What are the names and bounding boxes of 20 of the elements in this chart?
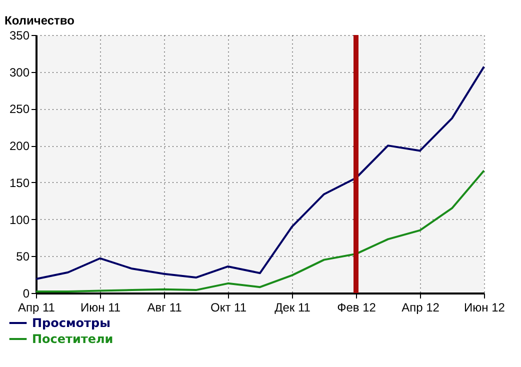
line-series — [35, 66, 485, 280]
y-axis-title: Количество — [4, 14, 74, 28]
x-tick-label: Окт 11 — [210, 300, 247, 314]
x-tick-label: Июн 12 — [464, 300, 506, 314]
x-tick-label: Дек 11 — [274, 300, 311, 314]
legend-label: Просмотры — [32, 316, 110, 330]
x-tick-label: Авг 11 — [147, 300, 182, 314]
x-tick-label: Апр 11 — [18, 300, 56, 314]
y-tick-label: 100 — [9, 212, 30, 227]
y-tick-label: 250 — [9, 102, 30, 116]
y-tick-label: 150 — [9, 176, 30, 190]
x-tick-label: Июн 11 — [80, 300, 121, 314]
x-tick-label: Фев 12 — [337, 300, 376, 314]
legend-label: Посетители — [32, 332, 114, 346]
y-tick-label: 50 — [16, 250, 30, 264]
y-tick-label: 200 — [9, 139, 30, 154]
y-tick-label: 300 — [9, 65, 30, 80]
y-tick-label: 0 — [22, 286, 30, 300]
x-tick-label: Апр 12 — [402, 300, 440, 314]
y-tick-label: 350 — [9, 28, 30, 42]
